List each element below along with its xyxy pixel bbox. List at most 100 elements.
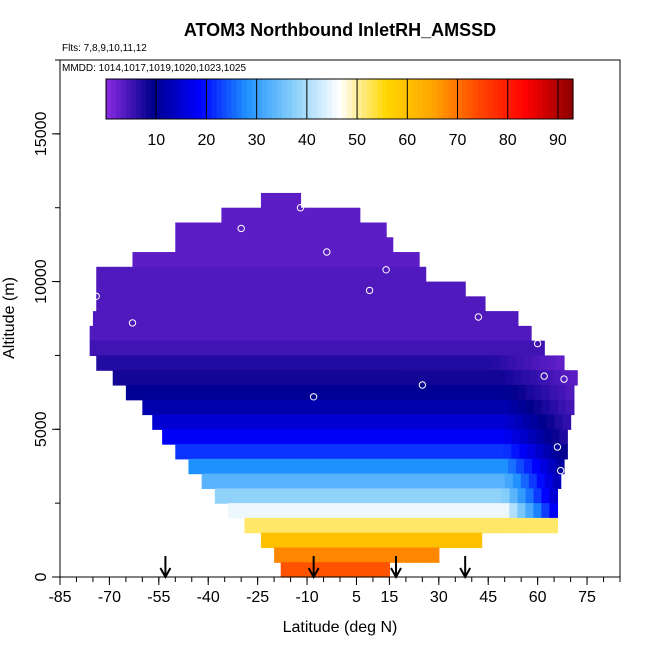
- heatmap-cell: [492, 458, 501, 475]
- heatmap-cell: [129, 325, 139, 342]
- heatmap-cell: [278, 296, 288, 312]
- heatmap-cell: [329, 266, 338, 283]
- heatmap-cell: [302, 488, 312, 504]
- heatmap-cell: [301, 311, 311, 327]
- heatmap-cell: [469, 384, 479, 401]
- colorbar-segment: [522, 79, 529, 119]
- heatmap-cell: [482, 414, 491, 430]
- heatmap-cell: [397, 384, 407, 401]
- colorbar-segment: [186, 79, 192, 119]
- heatmap-cell: [336, 370, 346, 386]
- heatmap-cell: [326, 399, 335, 416]
- heatmap-cell: [389, 311, 399, 327]
- heatmap-cell: [279, 444, 288, 460]
- heatmap-cell: [441, 281, 450, 297]
- heatmap-cell: [345, 473, 354, 489]
- heatmap-cell: [120, 296, 129, 312]
- heatmap-cell: [533, 384, 543, 401]
- heatmap-cell: [397, 296, 407, 312]
- heatmap-cell: [128, 281, 137, 297]
- heatmap-cell: [541, 384, 551, 401]
- heatmap-cell: [360, 340, 370, 357]
- heatmap-cell: [389, 384, 399, 401]
- heatmap-cell: [112, 370, 122, 386]
- heatmap-cell: [454, 399, 463, 416]
- heatmap-cell: [288, 237, 297, 253]
- heatmap-cell: [255, 444, 264, 460]
- heatmap-cell: [140, 252, 149, 268]
- heatmap-cell: [404, 503, 414, 519]
- heatmap-cell: [199, 296, 208, 312]
- heatmap-cell: [323, 252, 333, 268]
- heatmap-cell: [506, 325, 516, 342]
- heatmap-cell: [278, 207, 288, 224]
- heatmap-cell: [436, 458, 445, 475]
- heatmap-cell: [325, 384, 335, 401]
- heatmap-cell: [458, 325, 468, 342]
- heatmap-cell: [300, 503, 309, 519]
- heatmap-cell: [216, 370, 226, 386]
- heatmap-cell: [345, 222, 355, 238]
- heatmap-cell: [264, 281, 274, 297]
- heatmap-cell: [319, 444, 328, 460]
- heatmap-cell: [442, 532, 451, 549]
- heatmap-cell: [398, 399, 407, 416]
- heatmap-cell: [394, 355, 404, 371]
- heatmap-cell: [452, 503, 462, 519]
- heatmap-cell: [267, 252, 277, 268]
- heatmap-cell: [312, 370, 322, 386]
- heatmap-cell: [366, 488, 375, 504]
- heatmap-cell: [525, 384, 535, 401]
- heatmap-cell: [361, 473, 370, 489]
- heatmap-cell: [503, 429, 513, 445]
- heatmap-cell: [441, 370, 450, 386]
- heatmap-cell: [341, 384, 351, 401]
- heatmap-cell: [196, 252, 205, 268]
- heatmap-cell: [379, 532, 388, 549]
- heatmap-cell: [356, 503, 366, 519]
- heatmap-cell: [184, 414, 194, 430]
- heatmap-cell: [417, 370, 426, 386]
- heatmap-cell: [234, 325, 243, 342]
- observation-marker: [560, 375, 568, 383]
- heatmap-cell: [292, 503, 301, 519]
- heatmap-cell: [509, 517, 518, 534]
- heatmap-cell: [388, 517, 398, 534]
- heatmap-cell: [177, 340, 186, 357]
- heatmap-cell: [493, 488, 503, 504]
- heatmap-cell: [473, 532, 483, 549]
- heatmap-cell: [352, 281, 362, 297]
- colorbar-segment: [407, 79, 413, 119]
- heatmap-cell: [191, 444, 200, 460]
- heatmap-cell: [262, 488, 272, 504]
- heatmap-cell: [291, 252, 301, 268]
- heatmap-cell: [284, 532, 294, 549]
- heatmap-cell: [464, 340, 474, 357]
- observation-marker: [557, 466, 565, 475]
- heatmap-cell: [315, 252, 325, 268]
- heatmap-cell: [527, 444, 536, 460]
- colorbar-segment: [196, 79, 203, 119]
- heatmap-cell: [377, 266, 387, 283]
- heatmap-cell: [112, 281, 121, 297]
- heatmap-cell: [477, 503, 486, 519]
- observation-marker: [540, 372, 548, 380]
- heatmap-cell: [164, 252, 173, 268]
- heatmap-cell: [340, 458, 349, 475]
- colorbar-segment: [372, 79, 378, 119]
- colorbar-segment: [316, 79, 323, 119]
- heatmap-cell: [256, 414, 266, 430]
- heatmap-cell: [424, 340, 434, 357]
- heatmap-cell: [288, 281, 298, 297]
- heatmap-cell: [549, 503, 559, 519]
- heatmap-cell: [317, 311, 327, 327]
- heatmap-cell: [128, 370, 138, 386]
- heatmap-cell: [274, 547, 283, 563]
- heatmap-cell: [319, 207, 328, 224]
- heatmap-cell: [192, 414, 202, 430]
- heatmap-cell: [161, 340, 170, 357]
- heatmap-cell: [281, 266, 290, 283]
- heatmap-cell: [228, 252, 237, 268]
- heatmap-cell: [471, 444, 480, 460]
- heatmap-cell: [400, 340, 410, 357]
